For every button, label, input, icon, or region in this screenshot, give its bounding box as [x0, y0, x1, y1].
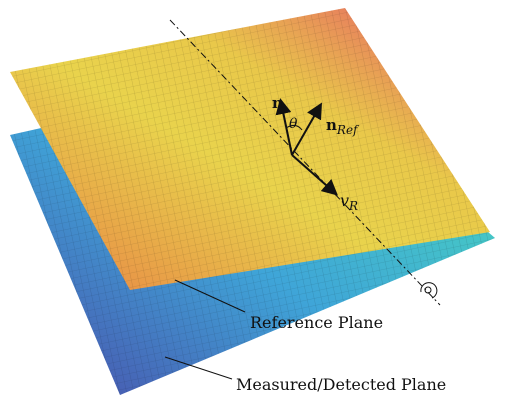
- reference-plane-label: Reference Plane: [250, 313, 383, 332]
- measured-plane-label: Measured/Detected Plane: [236, 375, 446, 394]
- rotation-symbol: [421, 283, 437, 298]
- page: {"labels": { "n": "n", "theta": "θ", "n_…: [0, 0, 512, 403]
- theta-label: θ: [289, 116, 298, 132]
- n-label: n: [272, 94, 283, 112]
- diagram: n θ nRef vR Reference Plane Measured/Det…: [0, 0, 512, 403]
